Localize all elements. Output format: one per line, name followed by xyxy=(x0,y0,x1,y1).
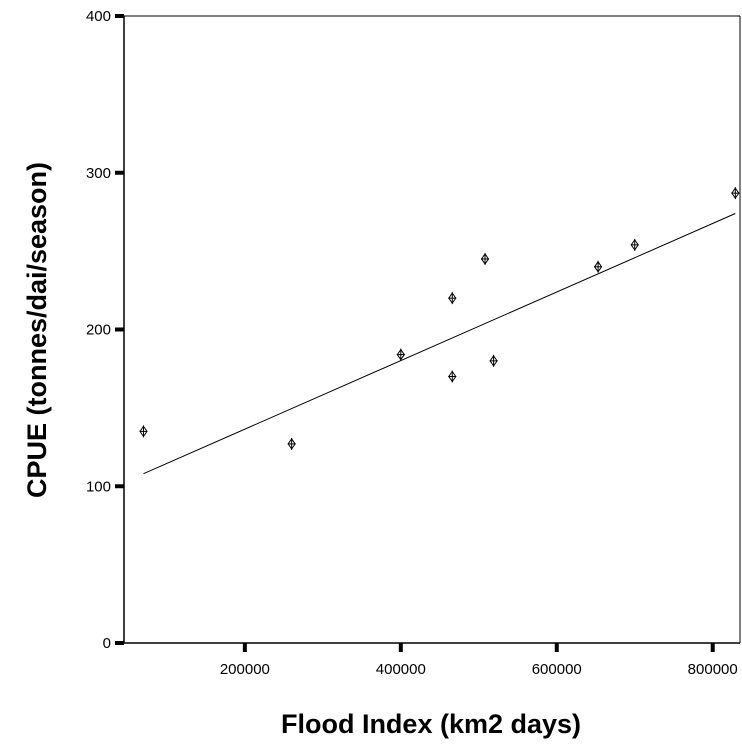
data-point xyxy=(630,238,639,251)
y-axis-title: CPUE (tonnes/dai/season) xyxy=(22,162,52,498)
y-tick-label: 200 xyxy=(86,322,111,339)
x-tick-label: 400000 xyxy=(376,661,426,678)
regression-line xyxy=(143,213,736,475)
y-tick-label: 400 xyxy=(86,8,111,25)
regression-line-group xyxy=(143,213,736,475)
x-tick-label: 200000 xyxy=(220,661,270,678)
data-point xyxy=(139,425,148,438)
data-point xyxy=(448,370,457,383)
x-axis-title: Flood Index (km2 days) xyxy=(281,709,581,739)
y-tick-label: 300 xyxy=(86,165,111,182)
data-point xyxy=(287,437,296,450)
data-point xyxy=(489,354,498,367)
y-axis: 0 100 200 300 400 xyxy=(86,8,124,652)
data-point xyxy=(731,187,740,200)
plot-frame xyxy=(123,15,741,644)
x-tick-label: 600000 xyxy=(532,661,582,678)
data-point xyxy=(480,252,490,265)
x-tick-label: 800000 xyxy=(688,661,738,678)
y-tick-label: 0 xyxy=(103,635,111,652)
data-point xyxy=(396,348,405,361)
data-points xyxy=(139,187,740,450)
data-point xyxy=(593,260,603,273)
data-point xyxy=(448,292,457,305)
y-tick-label: 100 xyxy=(86,478,111,495)
x-axis: 200000 400000 600000 800000 xyxy=(220,643,738,678)
